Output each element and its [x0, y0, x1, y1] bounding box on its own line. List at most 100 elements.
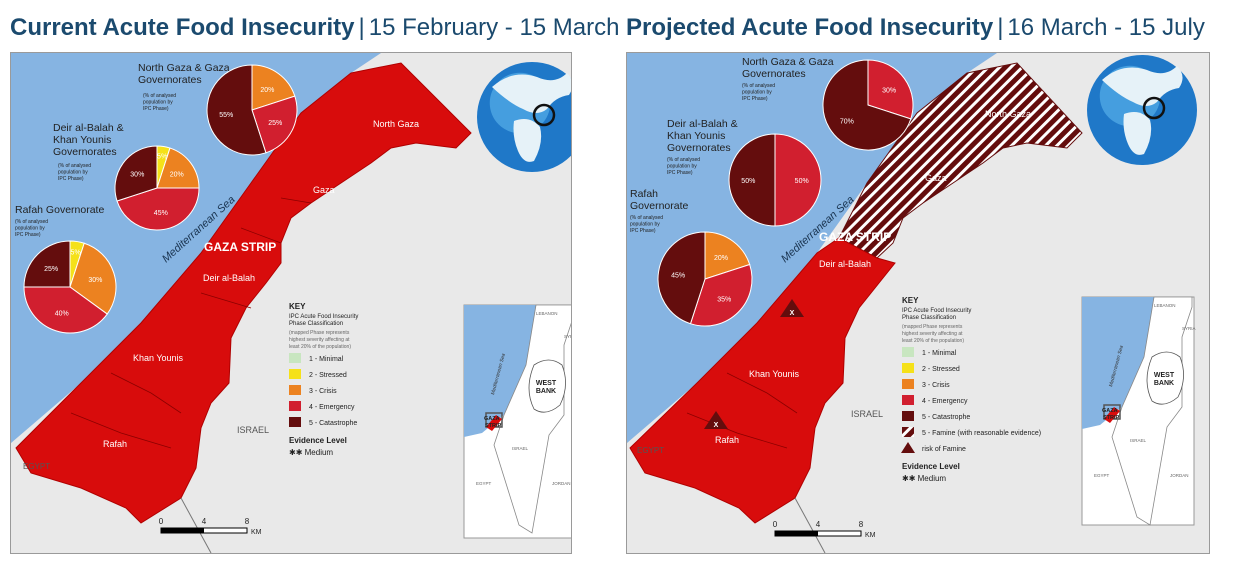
inset-label-jordan: JORDAN: [1170, 473, 1189, 478]
key-item-label: 3 - Crisis: [309, 388, 337, 395]
pie1-name: Governorates: [742, 68, 806, 80]
pie-slice-label: 30%: [130, 172, 144, 179]
place-israel: ISRAEL: [851, 409, 883, 419]
pie-slice-label: 45%: [671, 273, 685, 280]
key-swatch-risk-triangle: [901, 442, 915, 453]
key-subtitle: Phase Classification: [902, 315, 956, 321]
pie-slice-phase-3: [704, 231, 751, 280]
key-title: KEY: [902, 296, 919, 305]
key-note: least 20% of the population): [289, 344, 351, 350]
inset-label-egypt: EGYPT: [476, 481, 492, 486]
pie3-note: IPC Phase): [15, 232, 41, 238]
pie1-note: (% of analysed: [143, 93, 176, 99]
key-swatch: [902, 347, 914, 357]
border-line: [794, 497, 826, 553]
risk-of-famine-mark: X: [714, 422, 719, 429]
pie-slice-phase-3: [156, 147, 200, 189]
place-gaza-strip: GAZA STRIP: [819, 230, 891, 244]
pie-rafah: 20% 35% 45%: [657, 231, 753, 327]
pie-north-gaza: 20% 25% 55%: [206, 64, 298, 156]
pie3-note: (% of analysed: [630, 215, 663, 221]
key-item-label: 2 - Stressed: [922, 366, 960, 373]
pie-slice-label: 25%: [44, 266, 58, 273]
key-swatch: [289, 401, 301, 411]
pie2-note: IPC Phase): [58, 176, 84, 182]
key-swatch-famine: [902, 427, 914, 437]
famine-area-north: [838, 62, 1083, 259]
inset-label-jordan: JORDAN: [552, 481, 571, 486]
pie-slice-label: 20%: [714, 255, 728, 262]
key-item-label: 5 - Famine (with reasonable evidence): [922, 430, 1041, 437]
pie2-note: (% of analysed: [667, 157, 700, 163]
inset-label-israel: ISRAEL: [1130, 438, 1147, 443]
pie-slice-label: 50%: [741, 178, 755, 185]
inset-label-lebanon: LEBANON: [536, 311, 558, 316]
pie-slice-label: 40%: [55, 310, 69, 317]
pie-slice-label: 5%: [71, 250, 81, 257]
scale-unit: KM: [251, 529, 262, 536]
globe-land-eurasia: [1102, 66, 1183, 106]
inset-label-lebanon: LEBANON: [1154, 303, 1176, 308]
inset-label-syria: SYRIA: [1182, 326, 1196, 331]
inset-sea: [464, 305, 536, 437]
key-subtitle: IPC Acute Food Insecurity: [289, 314, 358, 320]
inset-label-west: WEST: [1154, 372, 1175, 379]
inset-label-syria: SYRIA: [564, 334, 571, 339]
right-map: North Gaza Gaza GAZA STRIP Deir al-Balah Kha…: [626, 52, 1210, 554]
pie1-name: Governorates: [138, 74, 202, 86]
pie1-name: North Gaza & Gaza: [138, 62, 230, 74]
right-title-dates: 16 March - 15 July: [1007, 14, 1205, 41]
border-line: [180, 497, 212, 553]
place-deir-al-balah: Deir al-Balah: [203, 273, 255, 283]
pie-deir-khan: 5% 20% 45% 30%: [114, 145, 200, 231]
pie-slice-phase-5: [23, 240, 71, 288]
pie2-name: Deir al-Balah &: [667, 118, 738, 130]
key-evidence-value: ✱✱ Medium: [902, 474, 946, 483]
scale-tick: 4: [202, 517, 207, 526]
globe-land-africa: [1123, 112, 1152, 155]
inset-label-bank: BANK: [1154, 380, 1174, 387]
place-deir-al-balah: Deir al-Balah: [819, 259, 871, 269]
pie2-name: Khan Younis: [53, 134, 111, 146]
pie1-note: (% of analysed: [742, 83, 775, 89]
key-note: (mapped Phase represents: [289, 330, 350, 336]
scale-bar-fill: [161, 528, 204, 533]
pie-slice-phase-4: [23, 286, 108, 334]
place-gaza: Gaza: [313, 185, 335, 195]
key-item-label: 5 - Catastrophe: [922, 414, 970, 421]
pie-slice-phase-4: [116, 187, 200, 231]
pie-slice-phase-5: [114, 145, 158, 202]
pie-slice-label: 35%: [717, 296, 731, 303]
pie3-note: IPC Phase): [630, 228, 656, 234]
emergency-area-south: [629, 237, 896, 524]
pie3-note: population by: [15, 226, 45, 232]
pie-slice-label: 45%: [154, 210, 168, 217]
scale-tick: 0: [159, 517, 164, 526]
scale-bar: 0 4 8KM: [159, 517, 262, 536]
key-item-label: 1 - Minimal: [922, 350, 957, 357]
place-rafah: Rafah: [715, 435, 739, 445]
left-title-bold: Current Acute Food Insecurity: [10, 14, 355, 41]
key-item-label: 1 - Minimal: [309, 356, 344, 363]
pie-slice-phase-5: [728, 133, 776, 227]
gaza-strip-area: [15, 62, 472, 524]
governorate-borders: [686, 372, 798, 449]
globe-locator-circle: [1142, 96, 1166, 120]
governorate-borders: [70, 197, 312, 449]
pie-slice-label: 20%: [170, 172, 184, 179]
pie-slice-label: 5%: [157, 154, 167, 161]
pie3-name: Governorate: [630, 200, 689, 212]
place-khan-younis: Khan Younis: [749, 369, 800, 379]
scale-bar-fill: [775, 531, 818, 536]
key-item-label: 4 - Emergency: [922, 398, 968, 405]
pie1-note: population by: [143, 100, 173, 106]
pie2-note: (% of analysed: [58, 163, 91, 169]
inset-gaza-strip: [1104, 407, 1120, 423]
pie3-note: (% of analysed: [15, 219, 48, 225]
inset-label-gaza: GAZA: [1102, 408, 1118, 414]
pie2-name: Governorates: [667, 142, 731, 154]
sea-area: [11, 53, 381, 443]
pie-deir-khan: 50% 50%: [728, 133, 822, 227]
key-subtitle: IPC Acute Food Insecurity: [902, 308, 971, 314]
